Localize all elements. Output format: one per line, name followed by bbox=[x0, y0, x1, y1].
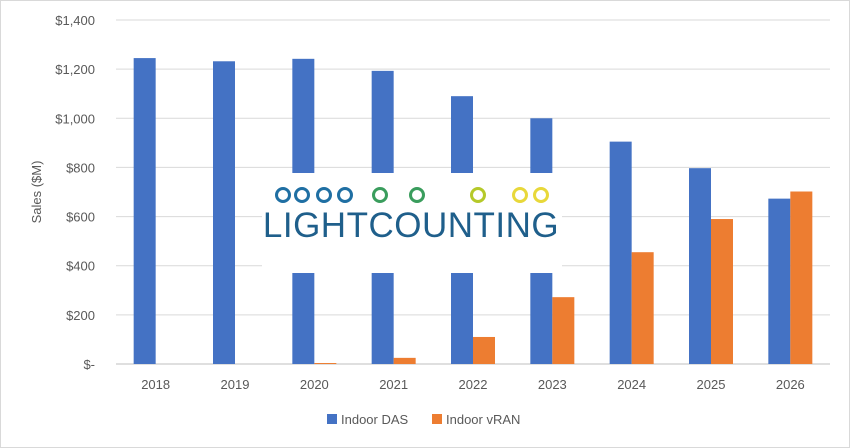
bars bbox=[133, 58, 813, 365]
legend-label: Indoor vRAN bbox=[446, 412, 520, 427]
y-tick-label: $1,200 bbox=[55, 62, 95, 77]
logo-circle bbox=[372, 187, 388, 203]
logo-circle bbox=[409, 187, 425, 203]
bar-indoor-das-2026 bbox=[768, 198, 791, 364]
x-tick-label: 2023 bbox=[538, 377, 567, 392]
bar-indoor-vran-2020 bbox=[314, 363, 337, 364]
x-tick-label: 2020 bbox=[300, 377, 329, 392]
x-axis-ticks: 2018 2019 2020 2021 2022 2023 2024 2025 2026 bbox=[141, 377, 805, 392]
legend: Indoor DAS Indoor vRAN bbox=[327, 412, 520, 427]
x-tick-label: 2021 bbox=[379, 377, 408, 392]
x-tick-label: 2026 bbox=[776, 377, 805, 392]
y-tick-label: $600 bbox=[66, 210, 95, 225]
legend-label: Indoor DAS bbox=[341, 412, 409, 427]
x-tick-label: 2019 bbox=[221, 377, 250, 392]
bar-indoor-das-2018 bbox=[133, 58, 156, 364]
logo-circle bbox=[275, 187, 291, 203]
logo-circles bbox=[275, 187, 549, 203]
y-tick-label: $400 bbox=[66, 259, 95, 274]
x-tick-label: 2024 bbox=[617, 377, 646, 392]
y-tick-label: $- bbox=[83, 357, 95, 372]
bar-indoor-vran-2022 bbox=[473, 336, 495, 364]
logo-circle bbox=[316, 187, 332, 203]
bar-indoor-das-2025 bbox=[689, 168, 711, 364]
x-tick-label: 2025 bbox=[697, 377, 726, 392]
x-tick-label: 2018 bbox=[141, 377, 170, 392]
logo-circle bbox=[533, 187, 549, 203]
y-axis-title: Sales ($M) bbox=[29, 161, 44, 224]
bar-indoor-vran-2023 bbox=[552, 297, 575, 364]
bar-indoor-das-2019 bbox=[213, 61, 235, 364]
y-tick-label: $1,400 bbox=[55, 13, 95, 28]
logo-circle bbox=[294, 187, 310, 203]
x-tick-label: 2022 bbox=[459, 377, 488, 392]
logo-circle bbox=[337, 187, 353, 203]
y-tick-label: $1,000 bbox=[55, 111, 95, 126]
legend-swatch bbox=[327, 414, 337, 424]
logo-circle bbox=[470, 187, 486, 203]
bar-indoor-das-2024 bbox=[609, 141, 632, 364]
logo-text: LIGHTCOUNTING bbox=[263, 206, 559, 245]
y-tick-label: $200 bbox=[66, 308, 95, 323]
bar-indoor-vran-2024 bbox=[631, 252, 654, 364]
bar-indoor-vran-2026 bbox=[790, 191, 813, 364]
bar-indoor-vran-2025 bbox=[711, 219, 733, 364]
bar-indoor-vran-2021 bbox=[393, 357, 416, 364]
lightcounting-logo: LIGHTCOUNTING bbox=[262, 173, 562, 273]
logo-circle bbox=[512, 187, 528, 203]
legend-swatch bbox=[432, 414, 442, 424]
y-axis-ticks: $- $200 $400 $600 $800 $1,000 $1,200 $1,400 bbox=[55, 13, 95, 372]
y-tick-label: $800 bbox=[66, 160, 95, 175]
